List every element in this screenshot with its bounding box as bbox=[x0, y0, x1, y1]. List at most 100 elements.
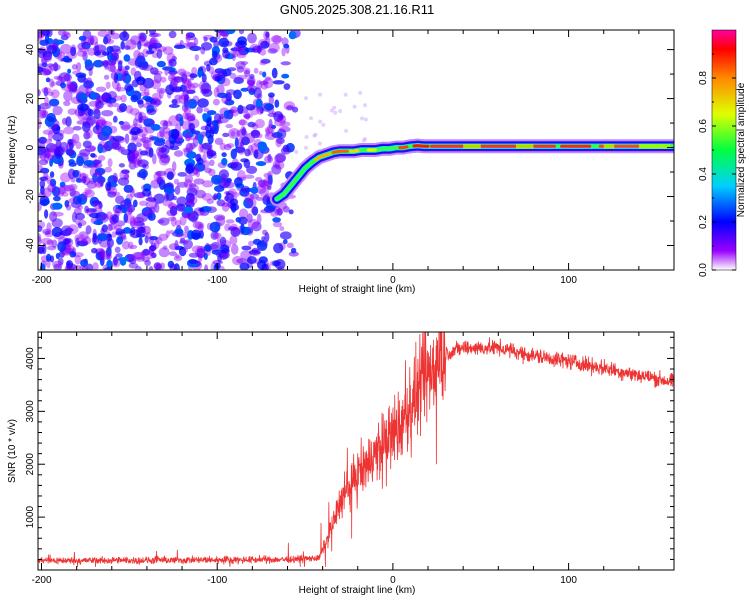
spectrogram-noise-cell bbox=[52, 211, 64, 217]
spectrogram-noise-cell bbox=[207, 146, 214, 156]
spectrogram-noise-cell bbox=[142, 103, 153, 109]
spectrogram-noise-cell bbox=[363, 117, 368, 122]
spectrogram-noise-cell bbox=[53, 191, 65, 197]
spectrogram-noise-cell bbox=[271, 132, 283, 138]
spectrogram-noise-cell bbox=[112, 135, 125, 142]
y-tick-label: 4000 bbox=[25, 347, 36, 370]
spectrogram-noise-cell bbox=[56, 76, 63, 81]
spectrogram-noise-cell bbox=[158, 88, 164, 99]
y-tick-label: 2000 bbox=[25, 453, 36, 476]
spectrogram-noise-cell bbox=[204, 264, 209, 270]
spectrogram-noise-cell bbox=[168, 202, 177, 210]
spectrogram-noise-cell bbox=[129, 229, 142, 239]
spectrogram-noise-cell bbox=[185, 113, 195, 119]
spectrogram-noise-cell bbox=[244, 148, 251, 157]
spectrogram-noise-cell bbox=[268, 118, 273, 129]
spectrogram-noise-cell bbox=[40, 55, 53, 63]
spectrogram-noise-cell bbox=[279, 231, 292, 240]
spectrogram-noise-cell bbox=[344, 128, 349, 133]
spectrogram-noise-cell bbox=[256, 80, 263, 90]
spectrogram-noise-cell bbox=[142, 139, 152, 150]
spectrogram-noise-cell bbox=[219, 236, 227, 247]
spectrogram-noise-cell bbox=[153, 193, 165, 204]
spectrogram-noise-cell bbox=[140, 136, 151, 144]
spectrogram-noise-cell bbox=[112, 172, 118, 184]
spectrogram-noise-cell bbox=[258, 80, 269, 86]
spectrogram-noise-cell bbox=[67, 148, 75, 156]
spectrogram-noise-cell bbox=[294, 150, 299, 154]
spectrogram-noise-cell bbox=[40, 167, 50, 174]
spectrogram-noise-cell bbox=[128, 262, 139, 269]
spectrogram-ridge-peak bbox=[314, 152, 332, 162]
spectrogram-noise-cell bbox=[185, 134, 191, 142]
spectrogram-noise-cell bbox=[166, 209, 178, 217]
spectrogram-noise-cell bbox=[139, 91, 150, 97]
spectrogram-noise-cell bbox=[86, 77, 93, 88]
spectrogram-noise-cell bbox=[277, 208, 283, 216]
spectrogram-noise-cell bbox=[41, 87, 52, 94]
spectrogram-noise-cell bbox=[235, 74, 248, 80]
spectrogram-noise-cell bbox=[265, 76, 272, 81]
spectrogram-noise-cell bbox=[148, 134, 155, 142]
spectrogram-noise-cell bbox=[271, 67, 278, 79]
spectrogram-noise-cell bbox=[93, 108, 101, 120]
spectrogram-noise-cell bbox=[195, 189, 206, 199]
spectrogram-noise-cell bbox=[48, 130, 53, 141]
spectrogram-noise-cell bbox=[53, 75, 63, 80]
spectrogram-noise-cell bbox=[46, 245, 57, 251]
spectrogram-noise-cell bbox=[260, 40, 270, 49]
spectrogram-noise-cell bbox=[70, 46, 77, 57]
spectrogram-noise-cell bbox=[80, 259, 89, 268]
spectrogram-noise-cell bbox=[62, 31, 70, 36]
spectrogram-noise-cell bbox=[76, 62, 82, 72]
spectrogram-noise-cell bbox=[209, 221, 221, 233]
x-tick-label: -200 bbox=[32, 275, 52, 286]
spectrogram-noise-cell bbox=[182, 78, 191, 89]
spectrogram-noise-cell bbox=[105, 181, 112, 192]
spectrogram-noise-cell bbox=[236, 258, 248, 264]
spectrogram-noise-cell bbox=[286, 105, 294, 110]
spectrogram-noise-cell bbox=[243, 158, 251, 169]
spectrogram-noise-cell bbox=[186, 195, 198, 205]
spectrogram-noise-cell bbox=[137, 52, 145, 61]
spectrogram-noise-cell bbox=[265, 31, 270, 38]
spectrogram-noise-cell bbox=[155, 45, 167, 53]
spectrogram-noise-cell bbox=[229, 198, 239, 206]
spectrogram-noise-cell bbox=[212, 232, 222, 239]
spectrogram-noise-cell bbox=[288, 31, 297, 40]
spectrogram-noise-cell bbox=[224, 99, 235, 106]
spectrogram-noise-cell bbox=[201, 73, 207, 83]
spectrogram-noise-cell bbox=[213, 123, 219, 135]
spectrogram-noise-cell bbox=[274, 99, 280, 108]
spectrogram-noise-cell bbox=[111, 102, 120, 108]
spectrogram-noise-cell bbox=[254, 118, 265, 129]
spectrogram-noise-cell bbox=[83, 160, 95, 167]
spectrogram-noise-cell bbox=[98, 141, 107, 149]
spectrogram-noise-cell bbox=[61, 191, 69, 197]
spectrogram-noise-cell bbox=[104, 166, 112, 173]
spectrogram-noise-cell bbox=[142, 77, 155, 89]
spectrogram-noise-cell bbox=[230, 106, 238, 114]
colorbar: 0.0 0.2 0.4 0.6 0.8 Normalized spectral ampl… bbox=[698, 29, 747, 277]
spectrogram-noise-cell bbox=[60, 172, 71, 183]
spectrogram-noise-cell bbox=[127, 151, 136, 162]
spectrogram-noise-cell bbox=[201, 193, 213, 201]
spectrogram-noise-cell bbox=[96, 176, 106, 184]
spectrogram-noise-cell bbox=[168, 30, 177, 39]
spectrogram-noise-cell bbox=[99, 248, 105, 259]
spectrogram-noise-cell bbox=[138, 35, 146, 43]
spectrogram-noise-cell bbox=[148, 266, 154, 270]
spectrogram-noise-cell bbox=[157, 219, 165, 224]
spectrogram-noise-cell bbox=[219, 142, 226, 151]
spectrogram-noise-cell bbox=[277, 113, 284, 121]
spectrogram-noise-cell bbox=[172, 161, 177, 172]
spectrogram-noise-cell bbox=[232, 228, 238, 236]
y-tick-label: 0 bbox=[25, 144, 36, 150]
spectrogram-noise-cell bbox=[212, 98, 220, 106]
spectrogram-noise-cell bbox=[38, 235, 42, 247]
spectrogram-noise-cell bbox=[51, 226, 63, 238]
spectrogram-noise-cell bbox=[274, 259, 286, 270]
spectrogram-noise-cell bbox=[96, 233, 109, 242]
spectrogram-ridge-band bbox=[274, 143, 674, 201]
spectrogram-noise-cell bbox=[221, 202, 233, 207]
